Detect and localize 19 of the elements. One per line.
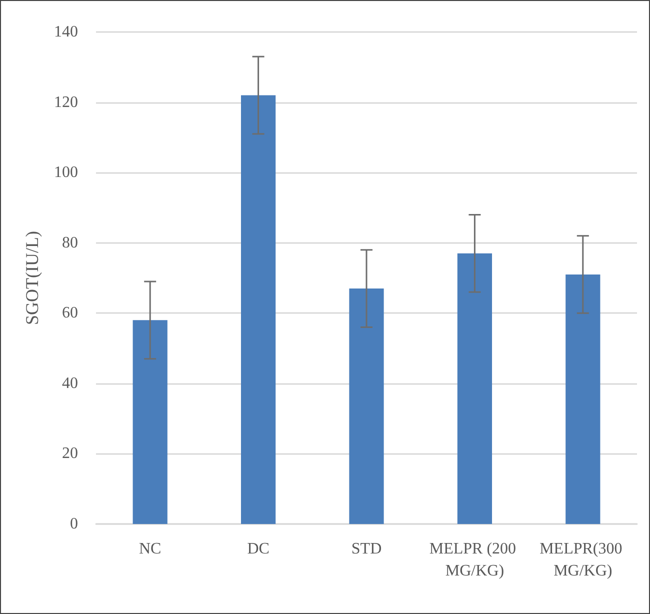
x-tick-label: DC [247, 540, 270, 558]
x-tick-label: STD [351, 540, 382, 558]
bar [240, 95, 276, 524]
bar [457, 253, 492, 524]
bar [132, 320, 168, 524]
bar [566, 274, 600, 524]
y-axis-title: SGOT(IU/L) [22, 231, 42, 325]
y-tick-label: 80 [62, 234, 78, 252]
y-tick-label: 120 [54, 94, 78, 111]
y-tick-label: 140 [54, 24, 78, 40]
y-tick-label: 60 [62, 304, 78, 322]
x-tick-label: MELPR(300 MG/KG) [540, 540, 626, 580]
x-tick-label: MELPR (200 MG/KG) [429, 540, 520, 580]
y-tick-label: 20 [62, 445, 78, 462]
y-tick-label: 0 [70, 516, 78, 532]
y-tick-label: 40 [62, 374, 78, 392]
y-tick-label: 100 [54, 164, 78, 182]
x-tick-label: NC [138, 540, 162, 558]
bar [349, 288, 384, 524]
